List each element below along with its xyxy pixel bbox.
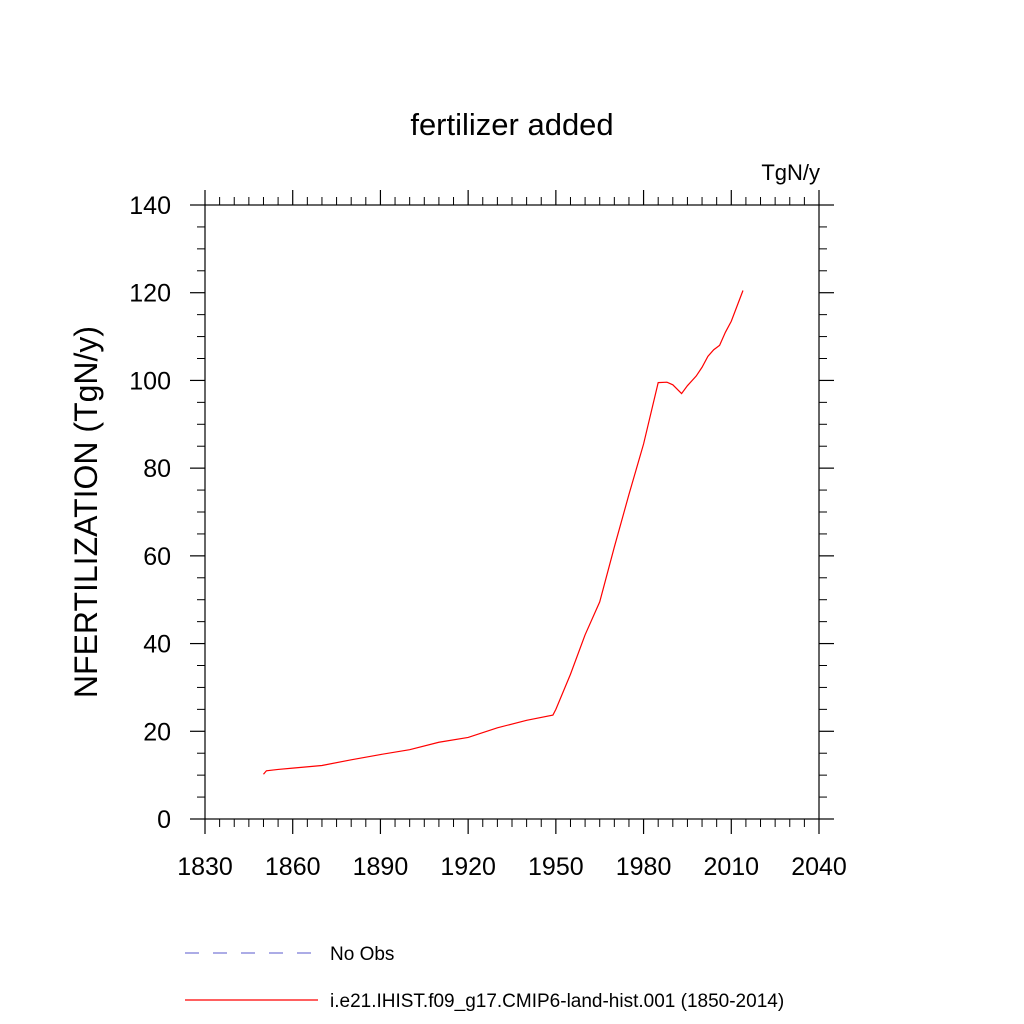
x-tick-label: 1920 [440,853,496,881]
y-tick-label: 60 [143,543,171,571]
series-lines [263,290,744,775]
series-line-0 [263,290,744,775]
x-tick-label: 1830 [177,853,233,881]
x-tick-label: 1890 [353,853,409,881]
y-tick-label: 100 [129,367,171,395]
y-tick-label: 0 [157,806,171,834]
x-tick-label: 1980 [616,853,672,881]
y-tick-label: 80 [143,455,171,483]
legend-label-0: No Obs [330,944,394,965]
x-tick-label: 2040 [791,853,847,881]
y-tick-label: 40 [143,631,171,659]
x-tick-label: 2010 [703,853,759,881]
y-tick-label: 20 [143,718,171,746]
legend: No Obs i.e21.IHIST.f09_g17.CMIP6-land-his… [185,944,784,1012]
y-tick-label: 120 [129,280,171,308]
x-tick-label: 1950 [528,853,584,881]
major-ticks [190,190,834,834]
tick-labels: 1830 1860 1890 1920 1950 1980 2010 204002040608… [129,192,847,881]
plot-frame [204,204,820,820]
y-tick-label: 140 [129,192,171,220]
y-axis-label: NFERTILIZATION (TgN/y) [68,326,104,698]
legend-label-1: i.e21.IHIST.f09_g17.CMIP6-land-hist.001 … [330,991,784,1012]
chart-title: fertilizer added [410,107,613,142]
minor-ticks [197,197,827,827]
x-tick-label: 1860 [265,853,321,881]
units-label: TgN/y [761,160,820,185]
